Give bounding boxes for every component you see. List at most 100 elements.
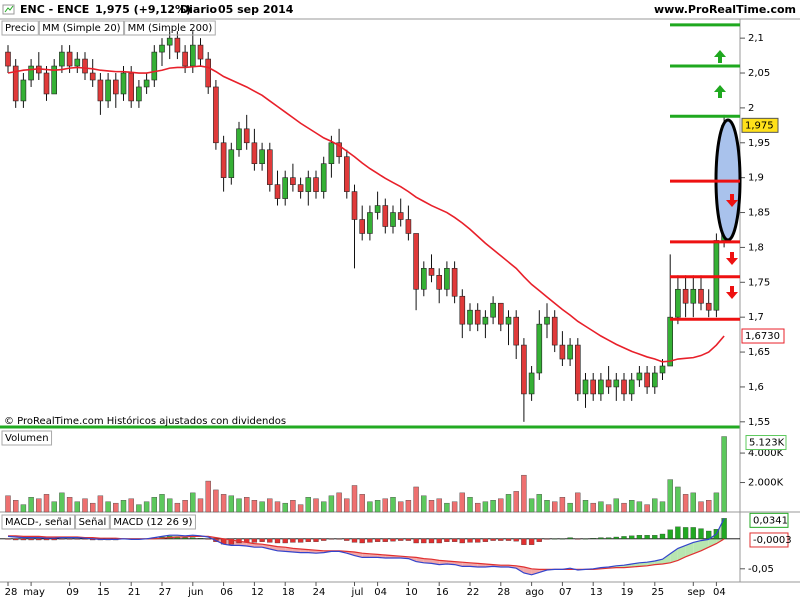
histogram-bar bbox=[590, 538, 596, 539]
volume-bar bbox=[444, 502, 450, 513]
candle-body bbox=[482, 316, 489, 325]
volume-bar bbox=[267, 498, 273, 513]
legend-box bbox=[1, 514, 76, 530]
volume-bar bbox=[213, 489, 219, 513]
volume-bar bbox=[629, 500, 635, 513]
candle-body bbox=[174, 37, 181, 53]
volume-bar bbox=[282, 502, 288, 513]
candle-body bbox=[313, 177, 319, 192]
volume-bar bbox=[128, 498, 134, 513]
volume-bar bbox=[120, 500, 127, 513]
last-price-box bbox=[741, 117, 779, 133]
volume-bar bbox=[243, 497, 250, 513]
histogram-bar bbox=[436, 538, 442, 544]
histogram-bar bbox=[667, 529, 673, 539]
histogram-bar bbox=[367, 538, 373, 543]
y-tick-label: 1,9 bbox=[748, 173, 764, 184]
volume-bar bbox=[259, 501, 265, 513]
volume-bar bbox=[436, 498, 442, 513]
candle-body bbox=[28, 65, 34, 81]
volume-bar bbox=[220, 494, 227, 513]
volume-bar bbox=[190, 492, 196, 513]
candle-body bbox=[682, 288, 689, 304]
y-tick-label: -0,05 bbox=[748, 564, 774, 575]
ma-last: 1,6730 bbox=[745, 331, 780, 342]
candle-body bbox=[659, 365, 666, 374]
legend-label: MM (Simple 200) bbox=[128, 23, 213, 34]
legend-label: MACD-, señal bbox=[5, 517, 72, 528]
y-tick-label: 4.000K bbox=[748, 448, 784, 459]
histogram-bar bbox=[74, 538, 80, 540]
volume-bar bbox=[251, 500, 258, 513]
volume-bar bbox=[28, 497, 34, 513]
volume-bar bbox=[113, 502, 119, 513]
histogram-bar bbox=[344, 538, 350, 541]
candle-body bbox=[274, 184, 281, 199]
histogram-bar bbox=[228, 538, 234, 545]
ma-last-box bbox=[741, 328, 785, 344]
candle-body bbox=[474, 309, 481, 325]
volume-bar bbox=[544, 500, 550, 513]
candle-body bbox=[413, 233, 419, 290]
panel-label: Volumen bbox=[5, 433, 49, 444]
volume-bar bbox=[528, 498, 535, 513]
histogram-bar bbox=[536, 538, 542, 542]
candle-body bbox=[536, 323, 543, 374]
histogram-bar bbox=[467, 538, 473, 543]
macd-fill bbox=[677, 545, 686, 561]
histogram-bar bbox=[43, 538, 50, 541]
histogram-bar bbox=[613, 536, 619, 539]
candle-body bbox=[213, 86, 219, 144]
histogram-bar bbox=[559, 538, 566, 540]
site: www.ProRealTime.com bbox=[654, 3, 796, 16]
candle-body bbox=[705, 302, 712, 311]
candle-body bbox=[390, 212, 396, 227]
volume-bar bbox=[12, 500, 19, 513]
candle-body bbox=[51, 65, 58, 95]
volume-bar bbox=[505, 494, 512, 513]
volume-bar bbox=[582, 500, 589, 513]
volume-bar bbox=[43, 494, 50, 513]
volume-bar bbox=[197, 498, 204, 513]
volume-bar bbox=[151, 497, 158, 513]
volume-bar bbox=[405, 500, 412, 513]
volume-bar bbox=[428, 500, 435, 513]
x-tick-label: 10 bbox=[405, 587, 418, 598]
volume-bar bbox=[143, 501, 150, 513]
quote: 1,975 (+9,12%) bbox=[95, 3, 191, 16]
histogram-bar bbox=[382, 538, 388, 542]
candle-body bbox=[613, 379, 620, 388]
period: Diario bbox=[180, 3, 218, 16]
candle-body bbox=[420, 268, 427, 290]
macd-last: 0,0341 bbox=[753, 515, 788, 526]
volume-bar bbox=[613, 498, 619, 513]
volume-bar bbox=[644, 504, 650, 513]
last-price: 1,975 bbox=[745, 120, 774, 131]
x-tick-label: 07 bbox=[559, 587, 572, 598]
candle-body bbox=[582, 379, 589, 395]
histogram-bar bbox=[459, 538, 465, 544]
histogram-bar bbox=[374, 538, 381, 542]
candle-body bbox=[197, 44, 204, 60]
candle-body bbox=[590, 379, 597, 395]
histogram-bar bbox=[28, 538, 34, 541]
candle-body bbox=[382, 205, 389, 227]
volume-bar bbox=[290, 500, 296, 513]
legend-label: Señal bbox=[79, 517, 107, 528]
panel-label-box bbox=[1, 430, 53, 446]
symbol: ENC - ENCE bbox=[20, 3, 89, 16]
histogram-bar bbox=[575, 538, 581, 540]
x-tick-label: 25 bbox=[651, 587, 664, 598]
candle-body bbox=[667, 316, 674, 367]
volume-bar bbox=[605, 504, 612, 513]
histogram-bar bbox=[259, 538, 265, 542]
histogram-bar bbox=[297, 538, 304, 543]
macd-fill bbox=[531, 568, 540, 575]
volume-bar bbox=[413, 486, 419, 513]
histogram-bar bbox=[490, 538, 496, 541]
candle-body bbox=[359, 219, 366, 234]
volume-bar bbox=[59, 492, 65, 513]
candle-body bbox=[343, 156, 350, 192]
candle-body bbox=[74, 58, 81, 67]
